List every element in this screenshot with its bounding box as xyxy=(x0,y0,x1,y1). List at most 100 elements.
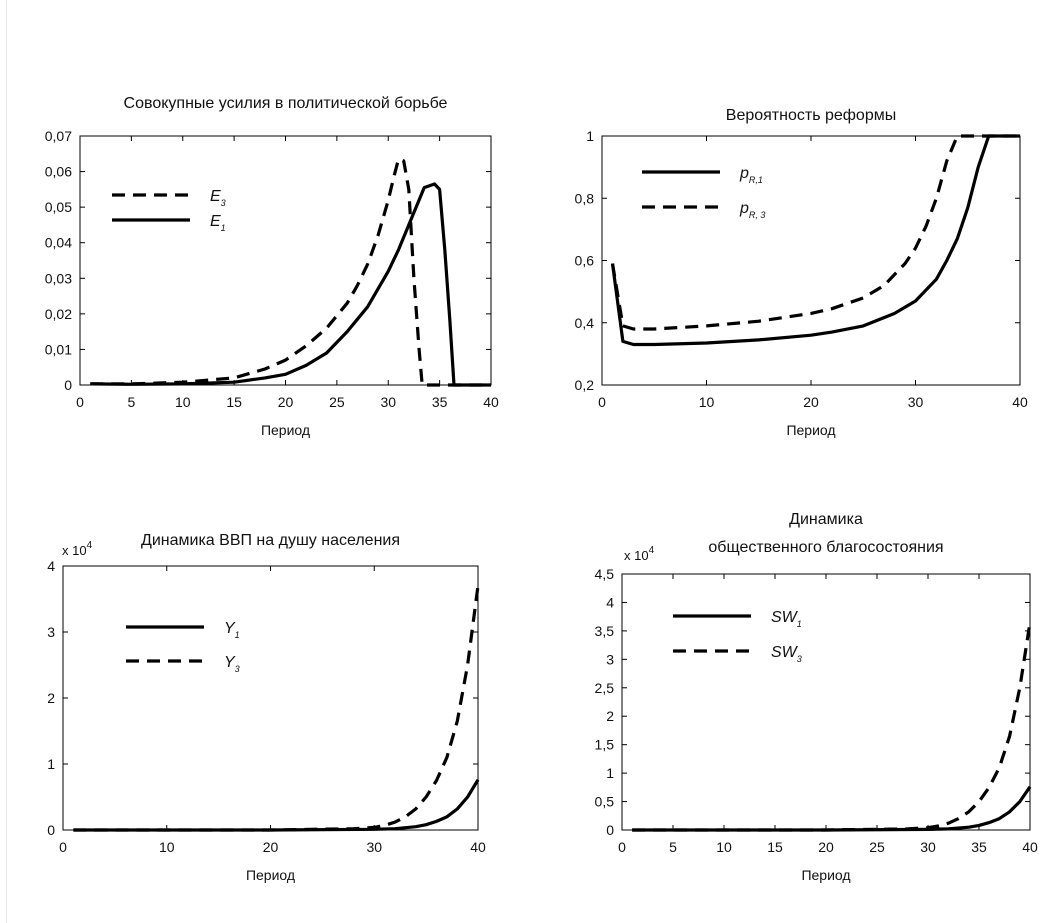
x-tick-label: 35 xyxy=(971,839,987,855)
legend-label: E3 xyxy=(210,188,226,208)
legend-label-base: SW xyxy=(771,609,799,626)
chart-title: Вероятность реформы xyxy=(726,107,896,124)
x-tick-label: 10 xyxy=(699,394,715,410)
y-tick-label: 1 xyxy=(586,128,594,144)
x-tick-label: 5 xyxy=(669,839,677,855)
legend-label-base: p xyxy=(739,200,749,217)
chart-title: Динамика ВВП на душу населения xyxy=(141,532,400,549)
y-tick-label: 1 xyxy=(47,756,55,772)
x-axis-label: Период xyxy=(246,867,295,883)
y-tick-label: 0,6 xyxy=(575,253,595,269)
y-tick-label: 0 xyxy=(606,822,614,838)
legend-label-base: E xyxy=(210,213,221,230)
legend-label-base: Y xyxy=(224,654,236,671)
x-tick-label: 10 xyxy=(159,839,175,855)
y-multiplier-exponent: 4 xyxy=(87,540,93,551)
y-tick-label: 0,2 xyxy=(575,377,595,393)
x-tick-label: 40 xyxy=(1012,394,1028,410)
y-tick-label: 0,05 xyxy=(45,199,72,215)
legend-label-base: SW xyxy=(771,644,799,661)
x-tick-label: 30 xyxy=(908,394,924,410)
chart-title-line: Динамика xyxy=(789,511,863,528)
y-tick-label: 3,5 xyxy=(595,623,615,639)
x-tick-label: 0 xyxy=(618,839,626,855)
y-tick-label: 4,5 xyxy=(595,566,615,582)
legend-label: pR,1 xyxy=(739,165,763,185)
legend-label: SW1 xyxy=(771,609,802,629)
x-tick-label: 0 xyxy=(76,394,84,410)
y-tick-label: 1,5 xyxy=(595,737,615,753)
y-tick-label: 0,01 xyxy=(45,341,72,357)
chart-3: Динамика ВВП на душу населения 0 10 20 30 40 0… xyxy=(47,532,486,883)
y-tick-label: 1 xyxy=(606,765,614,781)
chart-title: Совокупные усилия в политической борьбе xyxy=(124,95,448,112)
y-multiplier-base: x 10 xyxy=(624,548,649,563)
x-tick-label: 10 xyxy=(716,839,732,855)
legend-label-sub: 3 xyxy=(235,664,240,674)
legend-label-sub: 3 xyxy=(797,654,802,664)
legend-label: pR, 3 xyxy=(739,200,765,220)
chart-1: Совокупные усилия в политической борьбе 0… xyxy=(45,95,499,438)
x-tick-label: 20 xyxy=(263,839,279,855)
x-tick-label: 15 xyxy=(767,839,783,855)
legend-label-base: p xyxy=(739,165,749,182)
x-tick-label: 20 xyxy=(818,839,834,855)
y-tick-label: 0,04 xyxy=(45,235,72,251)
y-tick-label: 0,4 xyxy=(575,315,595,331)
x-tick-label: 35 xyxy=(432,394,448,410)
y-tick-label: 2 xyxy=(47,690,55,706)
x-tick-label: 0 xyxy=(598,394,606,410)
series-line-Y3 xyxy=(73,585,480,832)
page-edge-rule xyxy=(6,0,7,923)
x-tick-label: 20 xyxy=(803,394,819,410)
y-tick-label: 0 xyxy=(47,822,55,838)
y-tick-label: 0,02 xyxy=(45,306,72,322)
y-multiplier: x 104 xyxy=(62,540,93,558)
y-multiplier-base: x 10 xyxy=(62,543,87,558)
series-line-pR,3 xyxy=(610,134,1020,331)
y-tick-label: 0,06 xyxy=(45,164,72,180)
legend-label: Y3 xyxy=(224,654,240,674)
x-tick-label: 20 xyxy=(278,394,294,410)
y-multiplier-exponent: 4 xyxy=(649,545,655,556)
series-line-SW3 xyxy=(632,622,1032,832)
y-tick-label: 3 xyxy=(47,624,55,640)
legend-label-sub: 1 xyxy=(235,630,240,640)
x-axis-label: Период xyxy=(261,422,310,438)
legend-label-sub: 1 xyxy=(797,619,802,629)
legend-label-sub: 3 xyxy=(221,198,226,208)
x-tick-label: 30 xyxy=(366,839,382,855)
x-tick-label: 0 xyxy=(59,839,67,855)
legend-label-sub: R,1 xyxy=(749,175,763,185)
y-tick-label: 2,5 xyxy=(595,680,615,696)
y-tick-label: 0,5 xyxy=(595,794,615,810)
x-tick-label: 40 xyxy=(470,839,486,855)
y-tick-label: 2 xyxy=(606,708,614,724)
legend-label-sub: R, 3 xyxy=(749,210,766,220)
x-tick-label: 40 xyxy=(1022,839,1038,855)
chart-title-line: общественного благосостояния xyxy=(708,539,943,556)
x-tick-label: 30 xyxy=(920,839,936,855)
legend-label: E1 xyxy=(210,213,226,233)
chart-2: Вероятность реформы 0 10 20 30 40 0,2 0,4 0,6 0,8… xyxy=(575,107,1028,438)
legend-label-base: E xyxy=(210,188,221,205)
x-tick-label: 15 xyxy=(226,394,242,410)
series-line-E3 xyxy=(90,157,491,387)
y-multiplier: x 104 xyxy=(624,545,655,563)
plot-frame xyxy=(79,135,492,386)
x-axis-label: Период xyxy=(786,422,835,438)
x-tick-label: 25 xyxy=(869,839,885,855)
plot-frame xyxy=(62,565,479,831)
y-tick-label: 3 xyxy=(606,651,614,667)
plot-frame xyxy=(621,573,1031,831)
y-tick-label: 0,8 xyxy=(575,190,595,206)
x-tick-label: 10 xyxy=(175,394,191,410)
x-tick-label: 5 xyxy=(127,394,135,410)
series-line-Y1 xyxy=(73,778,480,832)
legend-label: Y1 xyxy=(224,620,240,640)
series-line-E1 xyxy=(90,182,491,387)
x-axis-label: Период xyxy=(801,867,850,883)
x-tick-label: 40 xyxy=(483,394,499,410)
